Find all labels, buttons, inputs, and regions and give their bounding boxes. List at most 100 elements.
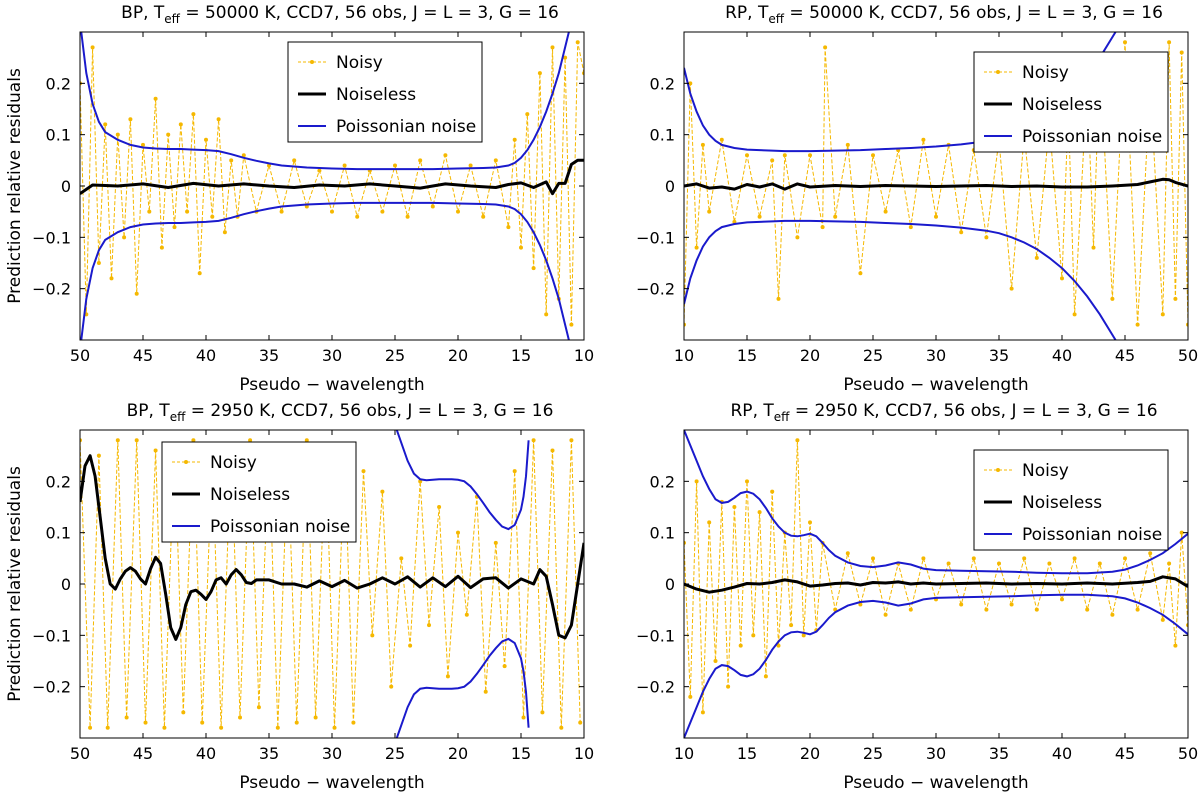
noisy-point — [745, 153, 749, 158]
noisy-point — [143, 720, 148, 725]
x-tick-label: 50 — [70, 744, 90, 763]
noisy-point — [399, 556, 404, 561]
noisy-point — [908, 225, 913, 230]
noisy-point — [134, 291, 139, 296]
y-tick-label: −0.1 — [636, 228, 675, 247]
noisy-point — [544, 312, 549, 317]
x-tick-label: 15 — [737, 744, 757, 763]
series-poisson-lower — [80, 201, 570, 340]
y-tick-label: 0.1 — [650, 524, 675, 543]
noisy-point — [191, 438, 196, 443]
noisy-point — [883, 612, 888, 617]
noisy-point — [569, 322, 574, 327]
noisy-point — [1179, 50, 1184, 55]
noisy-point — [506, 225, 511, 230]
legend-label: Noiseless — [1022, 493, 1102, 513]
x-tick-label: 50 — [1178, 744, 1198, 763]
noisy-point — [229, 158, 234, 163]
noisy-point — [313, 715, 318, 720]
noisy-point — [370, 633, 375, 638]
noisy-point — [726, 684, 731, 689]
x-tick-label: 20 — [448, 346, 468, 365]
x-axis-label: Pseudo − wavelength — [843, 375, 1028, 395]
noisy-point — [801, 633, 806, 638]
noisy-point — [115, 132, 120, 137]
legend-label: Noisy — [1022, 63, 1069, 83]
legend-label: Noisy — [210, 453, 257, 473]
noisy-point — [1047, 561, 1052, 566]
x-tick-label: 15 — [511, 744, 531, 763]
series-noiseless-line — [80, 454, 584, 641]
noisy-point — [105, 725, 110, 730]
noisy-point — [808, 520, 812, 525]
noisy-point — [172, 225, 177, 230]
noisy-point — [984, 235, 989, 240]
y-tick-label: 0.1 — [46, 524, 71, 543]
x-tick-label: 45 — [133, 346, 153, 365]
noisy-point — [437, 505, 442, 509]
noisy-point — [770, 489, 775, 494]
title-teff: , T — [143, 3, 165, 23]
noisy-point — [445, 674, 450, 679]
noisy-point — [483, 689, 488, 694]
legend-label: Noiseless — [210, 485, 290, 505]
title-sub: eff — [768, 12, 784, 26]
legend-label: Noisy — [1022, 461, 1069, 481]
y-tick-label: 0 — [665, 575, 675, 594]
title-teff: , T — [753, 401, 775, 421]
x-tick-label: 50 — [1178, 346, 1198, 365]
noisy-point — [575, 40, 580, 45]
noisy-point — [330, 209, 334, 214]
title-sub: eff — [774, 410, 790, 424]
noisy-point — [332, 725, 337, 730]
noisy-point — [531, 266, 536, 271]
title-tail: = 50000 K, CCD7, 56 obs, J = L = 3, G = … — [180, 3, 559, 23]
x-tick-label: 40 — [1052, 346, 1072, 365]
x-axis-label: Pseudo − wavelength — [239, 375, 424, 395]
noisy-point — [292, 158, 297, 163]
noisy-point — [162, 725, 167, 730]
noisy-point — [757, 214, 762, 219]
legend-label: Poissonian noise — [1022, 127, 1162, 147]
panel-2: RP, Teff = 50000 K, CCD7, 56 obs, J = L … — [636, 3, 1198, 395]
noisy-point — [845, 142, 850, 147]
legend-marker — [996, 70, 1000, 74]
noisy-point — [204, 137, 208, 142]
y-tick-label: 0 — [665, 177, 675, 196]
noisy-point — [493, 540, 498, 545]
noisy-point — [256, 705, 261, 710]
title-teff: , T — [747, 3, 769, 23]
title-band: RP — [725, 3, 747, 23]
y-tick-label: −0.2 — [636, 678, 675, 697]
noisy-point — [959, 230, 964, 235]
y-tick-label: 0.2 — [650, 74, 675, 93]
noisy-point — [1123, 40, 1127, 45]
noisy-point — [181, 710, 186, 715]
x-tick-label: 20 — [800, 346, 820, 365]
x-tick-label: 35 — [259, 744, 279, 763]
noisy-point — [959, 602, 964, 607]
noisy-point — [493, 158, 498, 163]
noisy-point — [751, 633, 756, 638]
noisy-point — [1167, 561, 1172, 566]
panel-title: RP, Teff = 2950 K, CCD7, 56 obs, J = L =… — [730, 401, 1157, 424]
panel-title: RP, Teff = 50000 K, CCD7, 56 obs, J = L … — [725, 3, 1163, 26]
x-tick-label: 35 — [259, 346, 279, 365]
noisy-point — [481, 214, 486, 219]
plot-area — [80, 430, 584, 738]
noisy-point — [294, 720, 299, 725]
noisy-point — [96, 453, 101, 458]
title-band: BP — [127, 401, 149, 421]
noisy-point — [1160, 312, 1165, 317]
noisy-point — [519, 245, 523, 250]
noisy-point — [808, 153, 812, 158]
noisy-point — [222, 230, 227, 235]
noisy-point — [153, 96, 158, 101]
x-tick-label: 25 — [385, 346, 405, 365]
noisy-point — [241, 153, 246, 158]
noisy-point — [191, 112, 196, 117]
panel-4: RP, Teff = 2950 K, CCD7, 56 obs, J = L =… — [636, 401, 1198, 793]
noisy-point — [1091, 245, 1096, 250]
noisy-point — [90, 45, 95, 50]
